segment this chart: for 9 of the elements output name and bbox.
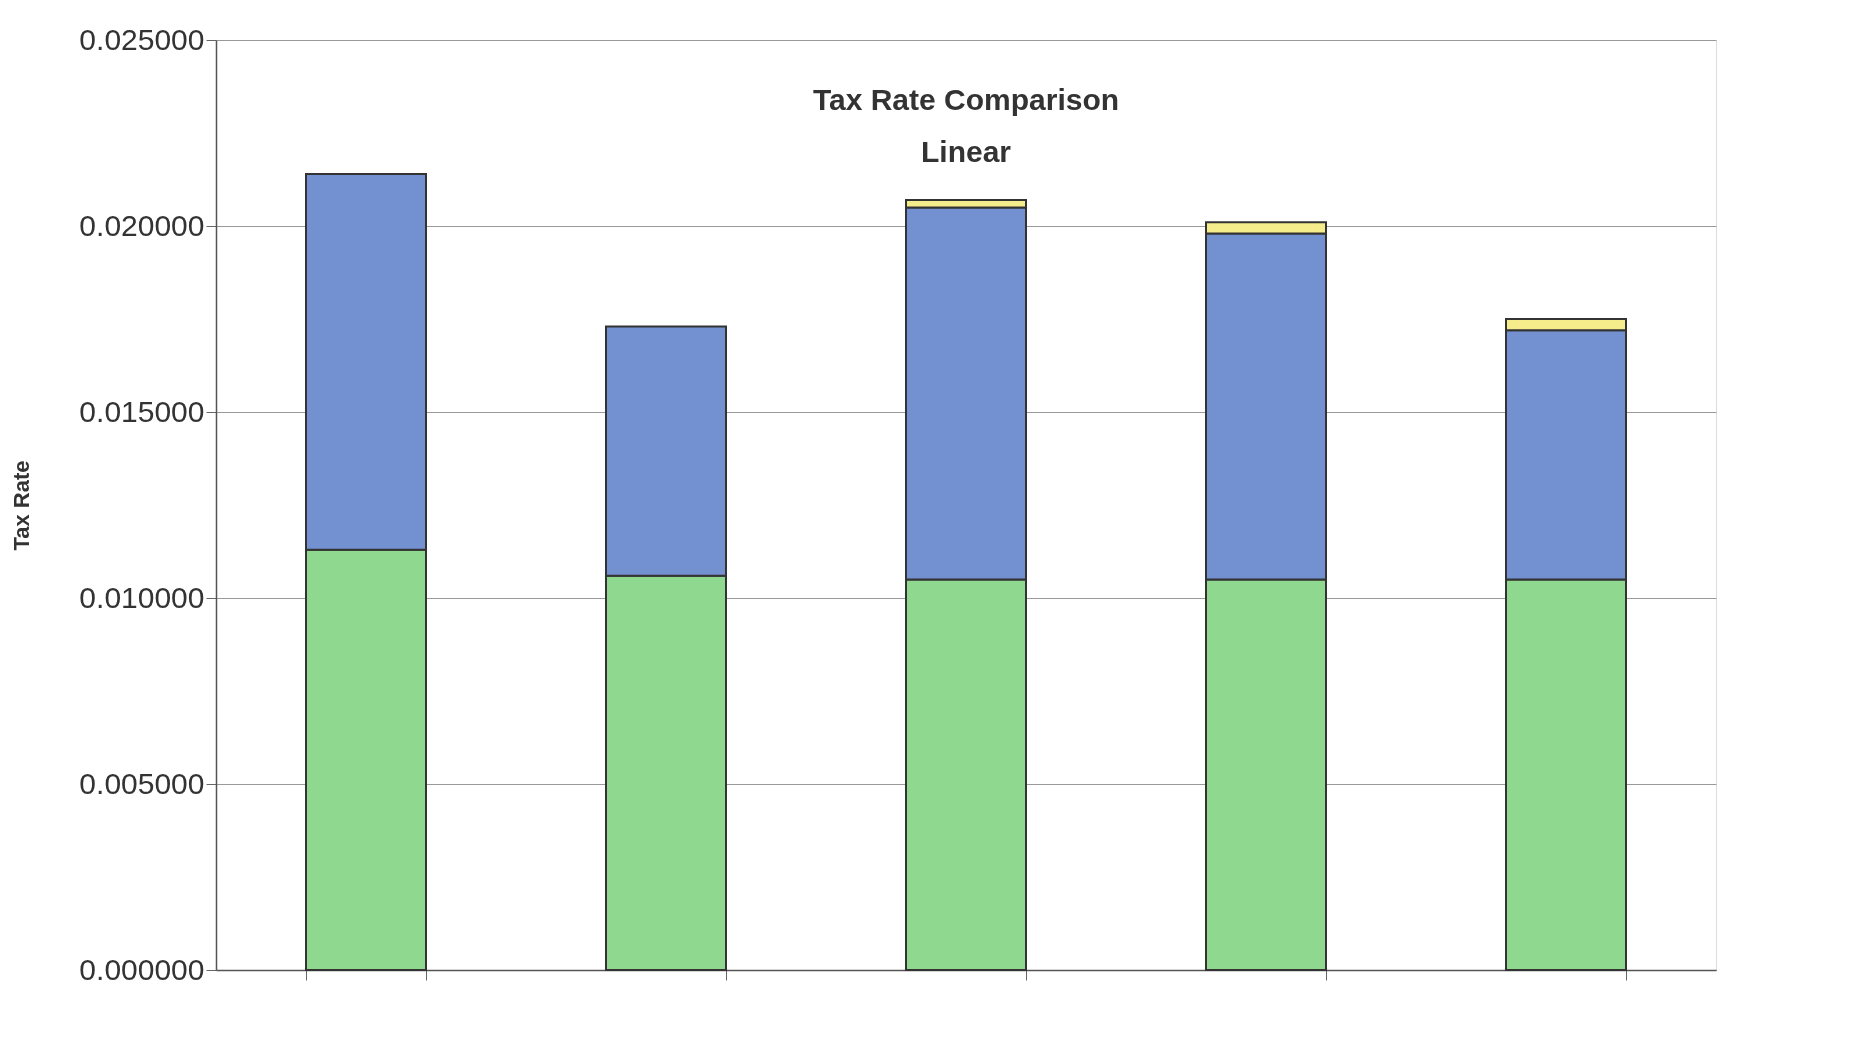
y-tick-label: 0.025000: [79, 22, 205, 56]
y-axis-title: Tax Rate: [9, 460, 35, 551]
y-tick-label: 0.020000: [79, 208, 205, 242]
text: Tax Rate Comparison: [812, 83, 1120, 116]
y-tick-label: 0.010000: [79, 580, 205, 614]
y-tick-label: 0.000000: [79, 952, 205, 986]
y-tick-label: 0.005000: [79, 766, 205, 800]
text: Linear: [920, 135, 1012, 168]
y-tick-label: 0.015000: [79, 394, 205, 428]
